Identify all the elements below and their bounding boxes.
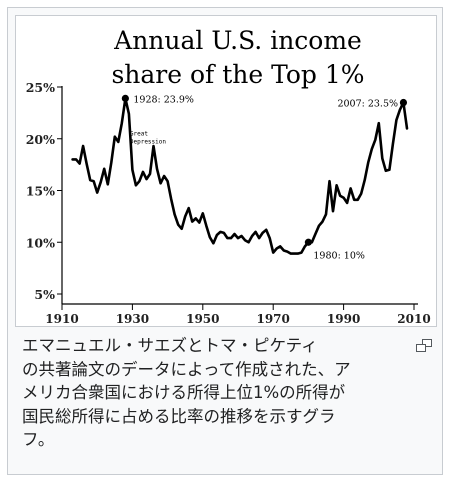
point-markers xyxy=(121,94,408,246)
data-point-marker xyxy=(304,238,312,246)
chart-title: Annual U.S. income share of the Top 1% xyxy=(111,26,364,89)
thumbnail-container: Annual U.S. income share of the Top 1% 5%… xyxy=(7,7,443,475)
x-tick-label: 1910 xyxy=(45,312,78,326)
x-tick-label: 1950 xyxy=(186,312,219,326)
annotation-great-depression: Great xyxy=(130,131,148,138)
y-tick-label: 5% xyxy=(34,287,55,302)
axes: 5% 10% 15% 20% 25% 1910 1930 1950 1970 1990 2010 xyxy=(26,80,431,326)
x-tick-label: 2010 xyxy=(397,312,430,326)
chart-title-line: share of the Top 1% xyxy=(111,60,364,89)
x-tick-label: 1990 xyxy=(327,312,360,326)
annotation-peak-1928: 1928: 23.9% xyxy=(133,94,194,105)
income-share-chart: Annual U.S. income share of the Top 1% 5%… xyxy=(26,26,431,326)
chart-title-line: Annual U.S. income xyxy=(113,26,362,55)
y-tick-label: 10% xyxy=(26,235,55,250)
caption-line: メリカ合衆国における所得上位1%の所得が xyxy=(22,383,346,403)
data-point-marker xyxy=(399,98,408,107)
caption-line: の共著論文のデータによって作成された、ア xyxy=(22,359,351,379)
caption-line: フ。 xyxy=(22,430,55,450)
y-tick-label: 25% xyxy=(26,80,55,95)
annotation-peak-2007: 2007: 23.5% xyxy=(337,99,398,110)
annotation-low-1980: 1980: 10% xyxy=(313,250,365,261)
caption: エマニュエル・サエズとトマ・ピケティ の共著論文のデータによって作成された、ア … xyxy=(22,334,430,452)
x-tick-label: 1970 xyxy=(256,312,289,326)
magnify-icon[interactable] xyxy=(416,339,432,352)
caption-line: エマニュエル・サエズとトマ・ピケティ xyxy=(22,336,318,355)
y-tick-label: 15% xyxy=(26,184,55,199)
annotation-great-depression: Depression xyxy=(130,139,167,146)
caption-line: 国民総所得に占める比率の推移を示すグラ xyxy=(22,406,336,426)
x-tick-label: 1930 xyxy=(116,312,149,326)
data-point-marker xyxy=(121,94,129,102)
series-line-top1-share xyxy=(71,97,409,255)
y-tick-label: 20% xyxy=(26,132,55,147)
chart-image[interactable]: Annual U.S. income share of the Top 1% 5%… xyxy=(15,15,437,327)
